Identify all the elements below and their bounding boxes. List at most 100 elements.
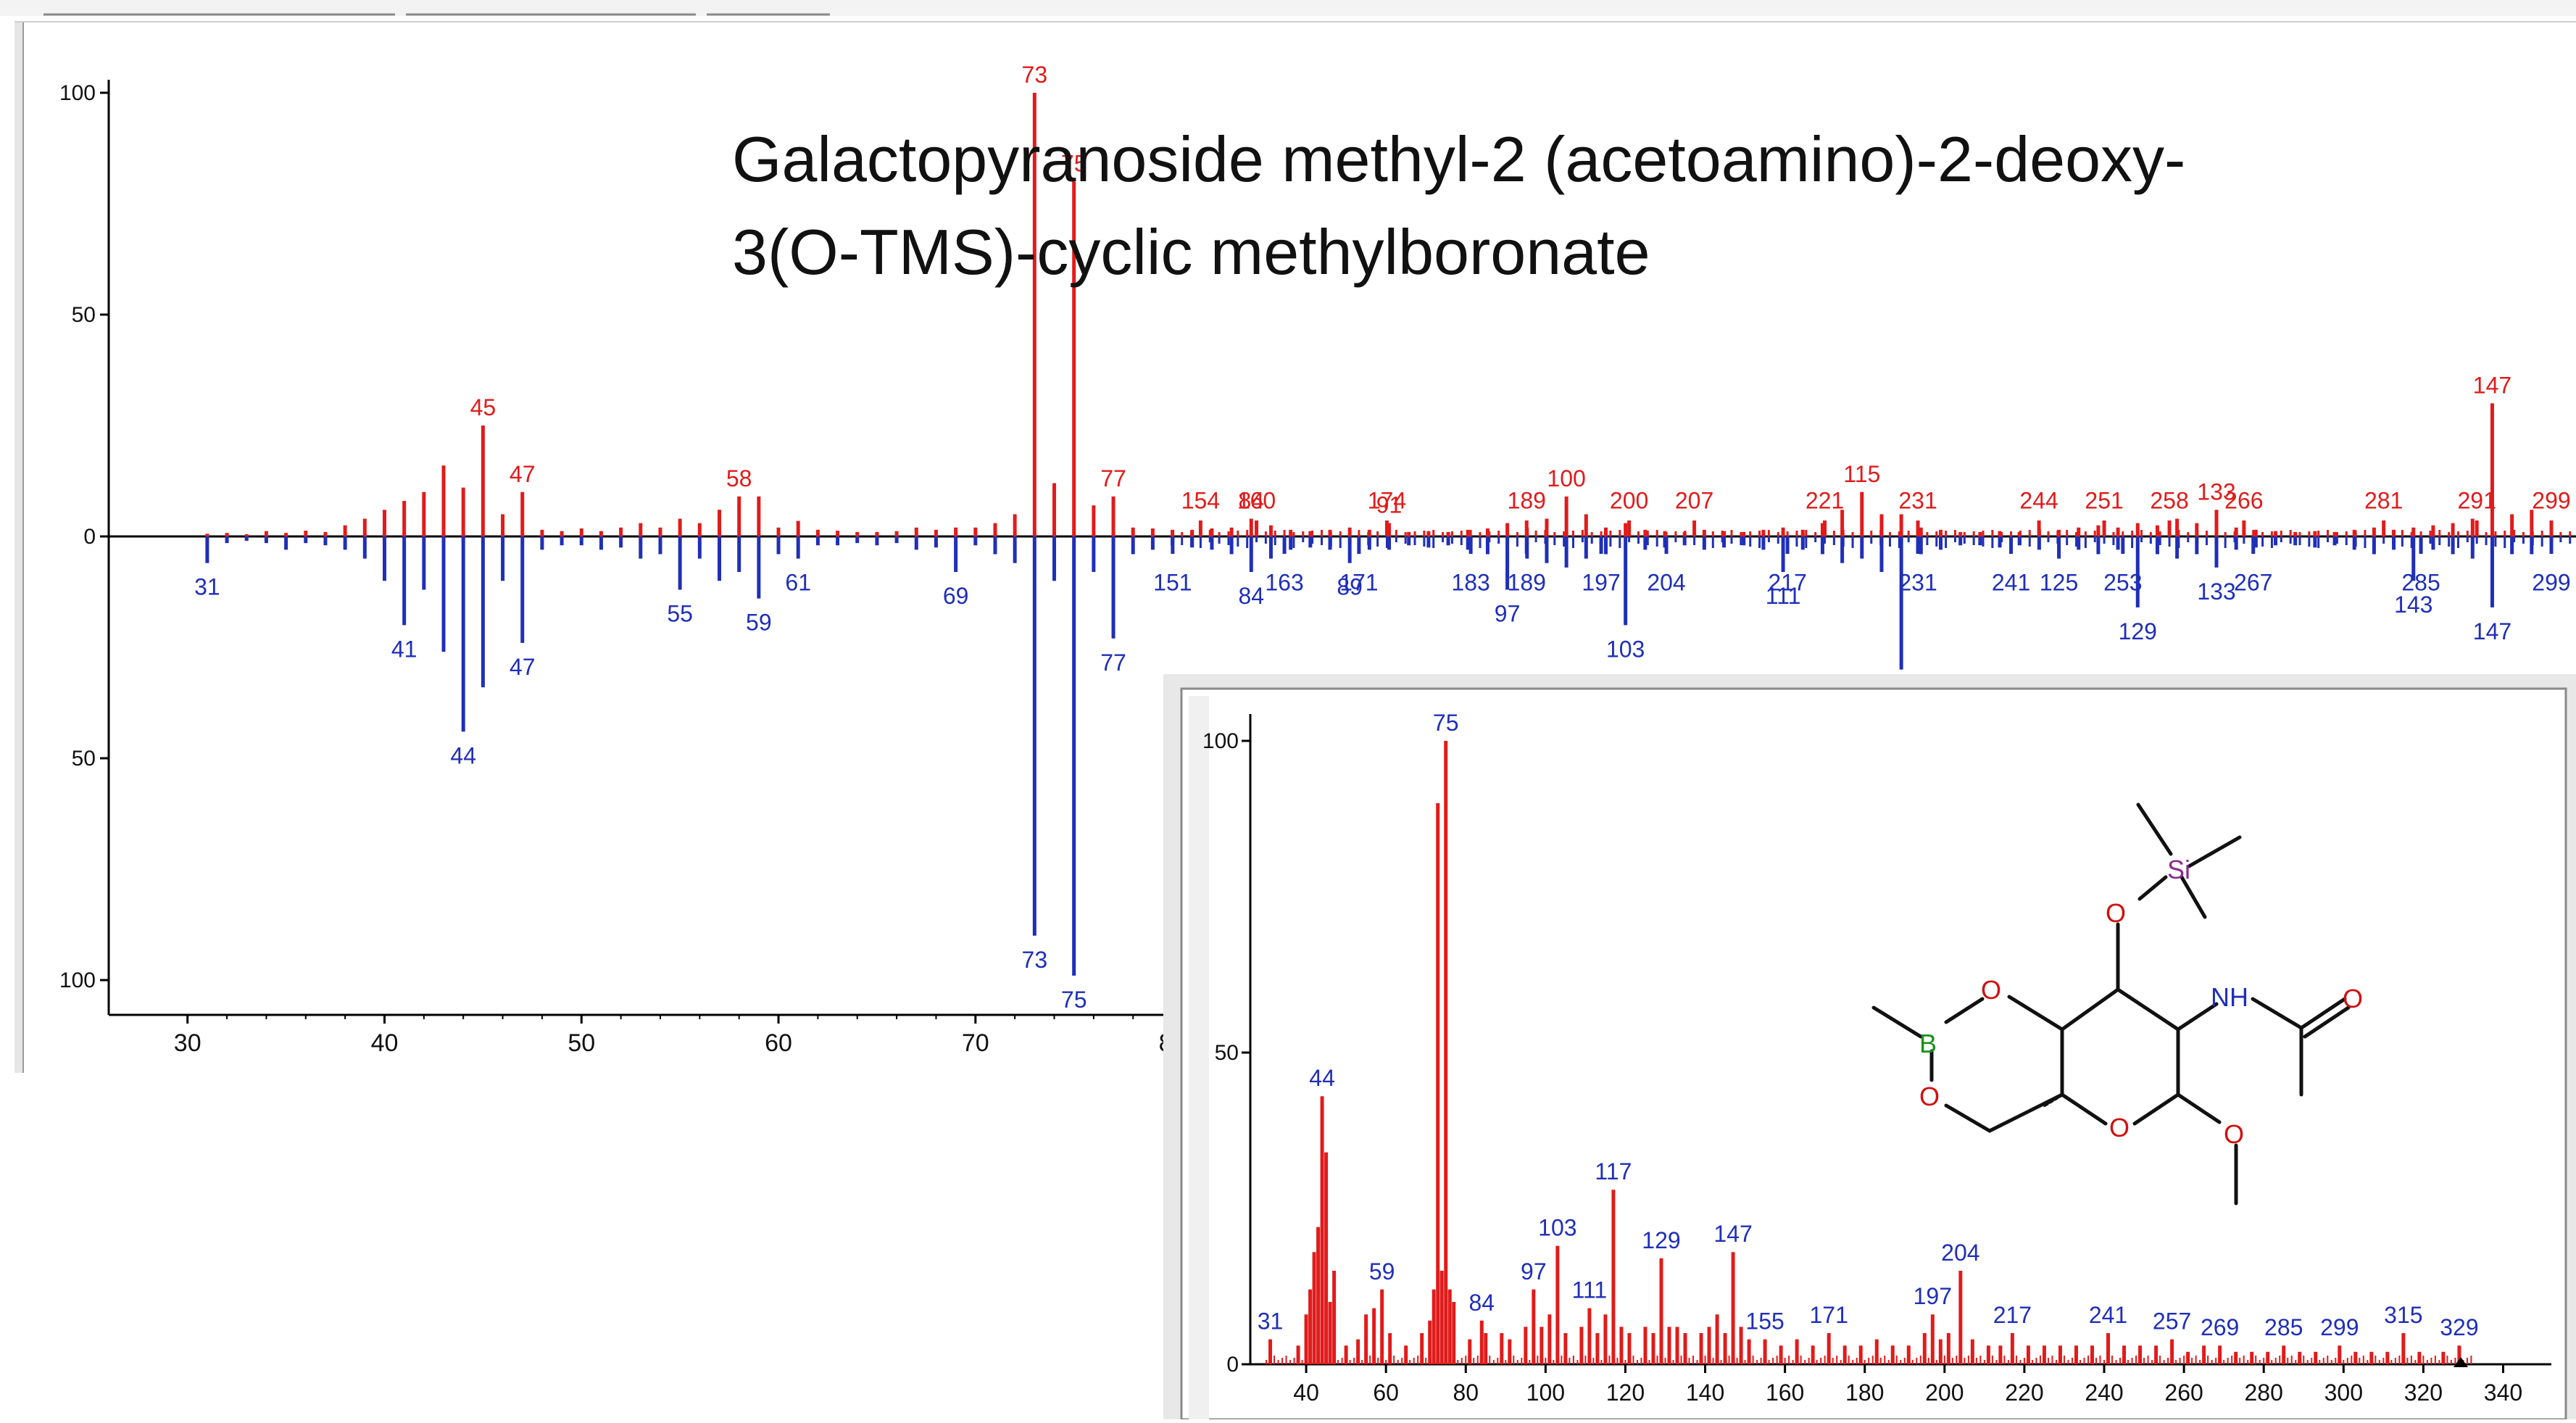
inset-peak-labels: 31 44 59 75 84 97 103 111 117 129 147 155 171 197 204 2… bbox=[1258, 710, 2479, 1340]
inset-peak-label: 117 bbox=[1595, 1158, 1632, 1185]
inset-peak-label: 59 bbox=[1369, 1258, 1395, 1285]
main-top-peak-label: 77 bbox=[1100, 465, 1126, 491]
o-label-tms: O bbox=[2106, 898, 2126, 928]
inset-bars bbox=[1266, 741, 2472, 1364]
inset-peak-label: 197 bbox=[1914, 1283, 1952, 1309]
chemical-structure bbox=[1871, 802, 2351, 1206]
inset-peak-label: 155 bbox=[1745, 1308, 1784, 1335]
main-bottom-peak-label: 231 bbox=[1898, 570, 1937, 596]
main-top-peak-label: 133 bbox=[2197, 478, 2235, 505]
main-bottom-peak-label: 129 bbox=[2119, 618, 2157, 644]
inset-peak-label: 84 bbox=[1468, 1290, 1495, 1316]
cursor-marker-icon bbox=[2454, 1357, 2468, 1367]
inset-peak-label: 299 bbox=[2320, 1314, 2359, 1340]
inset-peak-label: 269 bbox=[2201, 1314, 2239, 1340]
main-y-tick-label: 0 bbox=[83, 525, 96, 549]
main-bottom-peak-label: 69 bbox=[943, 583, 969, 609]
main-bottom-peak-label: 204 bbox=[1647, 570, 1685, 596]
main-bottom-peak-label: 55 bbox=[667, 600, 693, 626]
main-bottom-peak-label: 77 bbox=[1100, 650, 1126, 676]
main-x-tick-label: 30 bbox=[174, 1029, 201, 1057]
main-bottom-peak-label: 84 bbox=[1238, 583, 1264, 609]
main-x-tick-label: 70 bbox=[962, 1029, 989, 1057]
main-top-peak-label: 244 bbox=[2019, 488, 2058, 514]
main-top-peak-label: 231 bbox=[1898, 488, 1937, 514]
main-bottom-peak-label: 299 bbox=[2532, 570, 2570, 596]
main-bottom-peak-label: 59 bbox=[746, 610, 772, 636]
inset-peak-label: 75 bbox=[1433, 710, 1459, 736]
main-top-peak-label: 251 bbox=[2085, 488, 2123, 514]
main-top-peak-label: 147 bbox=[2473, 372, 2511, 398]
inset-x-tick-label: 60 bbox=[1373, 1380, 1399, 1406]
main-bottom-peak-label: 73 bbox=[1022, 947, 1048, 973]
inset-x-tick-label: 300 bbox=[2324, 1380, 2363, 1406]
o-label-ring: O bbox=[2109, 1113, 2130, 1142]
main-bottom-peak-label: 163 bbox=[1265, 570, 1303, 596]
main-bottom-peak-label: 285 bbox=[2401, 570, 2440, 596]
window-chrome bbox=[0, 0, 2576, 1073]
main-y-tick-label: 100 bbox=[59, 81, 96, 105]
main-bottom-peak-label: 183 bbox=[1451, 570, 1489, 596]
inset-x-tick-label: 100 bbox=[1526, 1380, 1565, 1406]
o-label-methoxy: O bbox=[2224, 1119, 2244, 1149]
main-bottom-peak-label: 89 bbox=[1337, 574, 1363, 600]
main-y-tick-label: 50 bbox=[72, 303, 96, 327]
main-bottom-peak-label: 133 bbox=[2197, 578, 2235, 605]
inset-x-tick-label: 120 bbox=[1606, 1380, 1645, 1406]
main-bottom-peak-label: 103 bbox=[1606, 636, 1645, 662]
main-top-peak-label: 115 bbox=[1843, 461, 1880, 487]
main-top-peak-label: 281 bbox=[2364, 488, 2403, 514]
main-top-peak-label: 266 bbox=[2224, 488, 2263, 514]
o-label-carbonyl: O bbox=[2343, 984, 2363, 1013]
inset-x-tick-label: 340 bbox=[2484, 1380, 2522, 1406]
main-top-peak-label: 221 bbox=[1806, 488, 1844, 514]
inset-x-tick-label: 260 bbox=[2164, 1380, 2203, 1406]
main-y-tick-label: 50 bbox=[72, 747, 96, 771]
inset-x-tick-label: 200 bbox=[1925, 1380, 1964, 1406]
inset-peak-label: 315 bbox=[2384, 1302, 2422, 1328]
inset-x-tick-label: 320 bbox=[2404, 1380, 2443, 1406]
inset-x-tick-label: 280 bbox=[2245, 1380, 2283, 1406]
main-top-peak-label: 75 bbox=[1061, 150, 1087, 176]
main-top-peak-label: 291 bbox=[2457, 488, 2496, 514]
inset-peak-label: 217 bbox=[1993, 1302, 2032, 1328]
inset-peak-label: 129 bbox=[1642, 1227, 1680, 1253]
main-bottom-peak-label: 125 bbox=[2040, 570, 2078, 596]
inset-peak-label: 171 bbox=[1809, 1302, 1848, 1328]
inset-y-tick-label: 0 bbox=[1226, 1353, 1239, 1377]
inset-peak-label: 285 bbox=[2264, 1314, 2303, 1340]
main-bottom-peak-label: 151 bbox=[1153, 570, 1192, 596]
inset-x-tick-label: 40 bbox=[1293, 1380, 1319, 1406]
nh-label: NH bbox=[2211, 982, 2248, 1012]
main-top-peak-label: 200 bbox=[1610, 488, 1648, 514]
main-bottom-peak-label: 75 bbox=[1061, 987, 1087, 1013]
main-x-tick-label: 50 bbox=[568, 1029, 595, 1057]
reference-spectrum-inset: 0 50 100 40 60 80 100 120 140 160 180 200 220 240 260 2… bbox=[1163, 674, 2576, 1421]
main-x-tick-label: 40 bbox=[371, 1029, 399, 1057]
main-top-peak-label: 299 bbox=[2532, 488, 2570, 514]
main-bottom-peak-label: 41 bbox=[391, 636, 417, 662]
main-top-peak-label: 189 bbox=[1508, 488, 1546, 514]
main-bottom-peak-label: 97 bbox=[1495, 600, 1521, 626]
main-bars bbox=[205, 93, 2572, 976]
main-top-peak-label: 100 bbox=[1547, 465, 1585, 491]
main-top-peak-label: 58 bbox=[726, 465, 752, 491]
inset-y-tick-label: 50 bbox=[1215, 1041, 1239, 1065]
main-bottom-peak-label: 197 bbox=[1582, 570, 1620, 596]
main-bottom-peak-label: 143 bbox=[2394, 592, 2432, 618]
main-top-peak-label: 91 bbox=[1376, 492, 1403, 518]
main-top-peak-label: 84 bbox=[1238, 488, 1264, 514]
main-top-peak-label: 47 bbox=[510, 461, 536, 487]
b-label: B bbox=[1919, 1029, 1937, 1058]
main-top-peak-label: 258 bbox=[2150, 488, 2188, 514]
compound-title-line2: 3(O-TMS)-cyclic methylboronate bbox=[732, 216, 1650, 288]
compound-title-line1: Galactopyranoside methyl-2 (acetoamino)-… bbox=[732, 123, 2185, 195]
inset-peak-label: 111 bbox=[1572, 1277, 1608, 1303]
main-top-peak-label: 207 bbox=[1675, 488, 1713, 514]
inset-peak-label: 204 bbox=[1941, 1240, 1979, 1266]
main-bottom-peak-label: 111 bbox=[1766, 583, 1801, 609]
main-x-tick-label: 60 bbox=[765, 1029, 792, 1057]
main-peak-labels: 45 47 58 73 75 77 84 91 100 115 133 147 154 160 174 189… bbox=[194, 62, 2571, 1013]
